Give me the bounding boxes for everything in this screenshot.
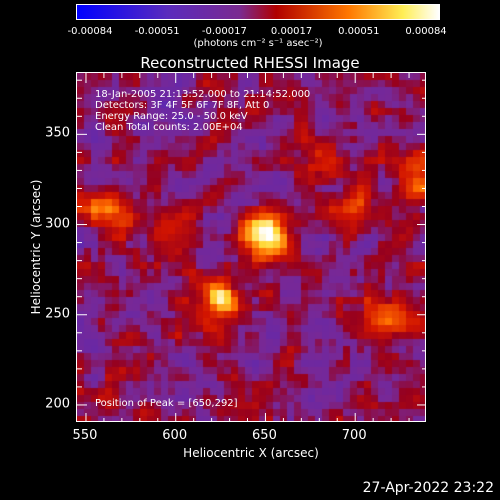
colorbar-tick-label: 0.00051 bbox=[338, 26, 380, 37]
plot-area: 18-Jan-2005 21:13:52.000 to 21:14:52.000… bbox=[76, 72, 426, 422]
x-tick-label: 650 bbox=[252, 428, 277, 443]
y-tick-label: 250 bbox=[45, 306, 70, 322]
time-range-label: 18-Jan-2005 21:13:52.000 to 21:14:52.000 bbox=[95, 89, 311, 100]
y-tick-label: 200 bbox=[45, 396, 70, 412]
colorbar bbox=[76, 4, 440, 20]
y-tick-label: 300 bbox=[45, 216, 70, 232]
energy-range-label: Energy Range: 25.0 - 50.0 keV bbox=[95, 111, 248, 122]
x-tick-label: 600 bbox=[162, 428, 188, 443]
timestamp: 27-Apr-2022 23:22 bbox=[362, 480, 494, 496]
colorbar-tick-label: -0.00017 bbox=[201, 26, 247, 37]
detectors-label: Detectors: 3F 4F 5F 6F 7F 8F, Att 0 bbox=[95, 100, 270, 111]
chart-title: Reconstructed RHESSI Image bbox=[140, 54, 360, 72]
y-tick-label: 350 bbox=[45, 125, 70, 141]
x-axis-label: Heliocentric X (arcsec) bbox=[183, 446, 319, 460]
colorbar-unit: (photons cm⁻² s⁻¹ asec⁻²) bbox=[193, 38, 323, 49]
x-tick-label: 550 bbox=[72, 428, 98, 443]
x-tick-label: 700 bbox=[341, 428, 367, 443]
colorbar-tick-label: 0.00084 bbox=[405, 26, 447, 37]
colorbar-tick-label: -0.00084 bbox=[67, 26, 113, 37]
axis-ticks bbox=[77, 73, 425, 421]
colorbar-tick-label: 0.00017 bbox=[270, 26, 313, 37]
heatmap-image bbox=[77, 73, 425, 421]
y-axis-label: Heliocentric Y (arcsec) bbox=[29, 179, 43, 315]
colorbar-tick-label: -0.00051 bbox=[134, 26, 180, 37]
clean-counts-label: Clean Total counts: 2.00E+04 bbox=[95, 122, 243, 133]
peak-position-label: Position of Peak = [650,292] bbox=[95, 398, 238, 409]
